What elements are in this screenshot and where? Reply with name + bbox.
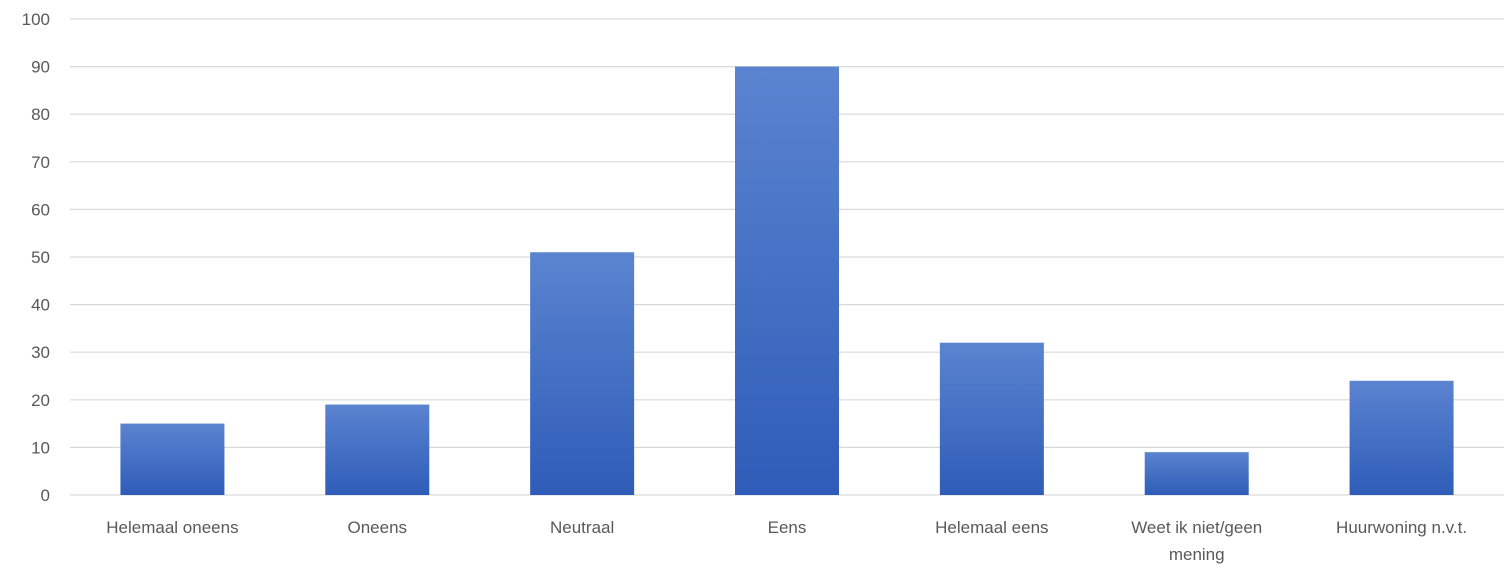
bar bbox=[1144, 452, 1249, 495]
y-tick-label: 90 bbox=[31, 58, 50, 77]
bar bbox=[735, 66, 839, 495]
bar bbox=[939, 342, 1044, 495]
bar bbox=[120, 423, 225, 495]
y-axis-tick-labels: 0 10 20 30 40 50 60 70 80 90 100 bbox=[22, 10, 50, 505]
x-category-label: Neutraal bbox=[550, 518, 614, 537]
y-tick-label: 30 bbox=[31, 343, 50, 362]
y-tick-label: 10 bbox=[31, 438, 50, 457]
y-tick-label: 100 bbox=[22, 10, 50, 29]
x-category-label: Weet ik niet/geen mening bbox=[1131, 518, 1262, 564]
y-tick-label: 40 bbox=[31, 296, 50, 315]
y-tick-label: 60 bbox=[31, 200, 50, 219]
bars bbox=[120, 66, 1454, 495]
x-category-label: Oneens bbox=[348, 518, 408, 537]
y-tick-label: 20 bbox=[31, 391, 50, 410]
x-category-label: Huurwoning n.v.t. bbox=[1336, 518, 1467, 537]
x-category-label: Eens bbox=[768, 518, 807, 537]
y-tick-label: 80 bbox=[31, 105, 50, 124]
bar bbox=[325, 404, 430, 495]
x-category-label: Helemaal oneens bbox=[106, 518, 238, 537]
x-axis-category-labels: Helemaal oneens Oneens Neutraal Eens Helemaa… bbox=[106, 518, 1467, 564]
bar bbox=[530, 252, 635, 495]
y-tick-label: 50 bbox=[31, 248, 50, 267]
bar bbox=[1349, 380, 1454, 495]
x-category-label: Helemaal eens bbox=[935, 518, 1048, 537]
y-tick-label: 70 bbox=[31, 153, 50, 172]
y-tick-label: 0 bbox=[41, 486, 50, 505]
